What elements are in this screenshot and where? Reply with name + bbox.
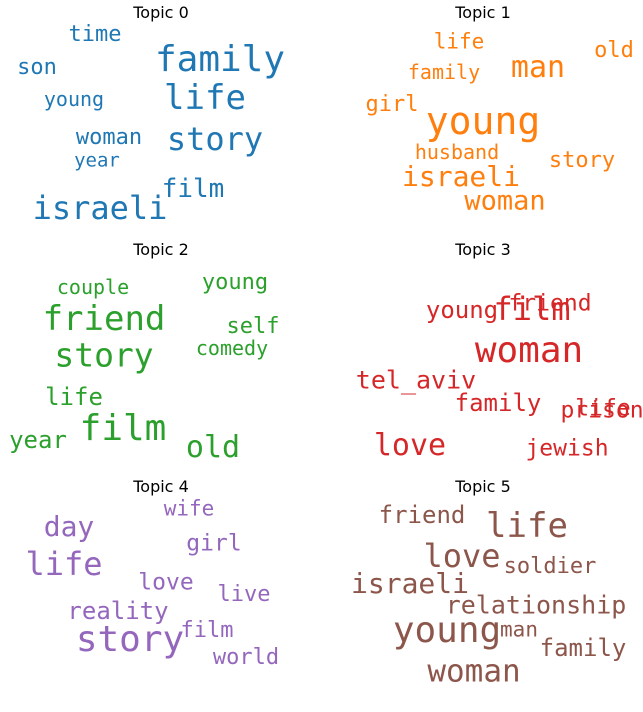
word-film: film xyxy=(493,290,571,328)
word-woman: woman xyxy=(464,185,546,217)
word-family: family xyxy=(407,60,481,84)
word-family: family xyxy=(154,39,286,80)
topic-title: Topic 1 xyxy=(455,3,511,22)
word-old: old xyxy=(594,38,634,63)
word-girl: girl xyxy=(186,530,242,557)
word-man: man xyxy=(500,617,538,642)
word-israeli: israeli xyxy=(350,567,470,600)
word-young: young xyxy=(425,296,499,324)
topic-panel-0: Topic 0 family life story israeli film time so… xyxy=(0,0,322,237)
word-man: man xyxy=(510,50,566,85)
word-live: live xyxy=(217,582,271,607)
word-life: life xyxy=(575,395,631,422)
word-friend: friend xyxy=(378,501,466,529)
word-world: world xyxy=(212,645,280,670)
word-friend: friend xyxy=(42,299,166,339)
topic-panel-1: Topic 1 young man israeli woman old story girl… xyxy=(322,0,643,237)
word-life: life xyxy=(433,29,485,54)
word-story: story xyxy=(54,335,154,375)
word-jewish: jewish xyxy=(525,435,609,462)
word-film: film xyxy=(79,408,167,449)
word-life: life xyxy=(486,506,568,546)
word-story: story xyxy=(166,120,264,158)
word-love: love xyxy=(373,428,447,463)
word-relationship: relationship xyxy=(445,590,627,620)
word-family: family xyxy=(454,389,542,417)
word-year: year xyxy=(74,149,120,172)
word-prison: prison xyxy=(560,397,643,424)
word-young: young xyxy=(392,610,502,651)
word-woman: woman xyxy=(427,653,521,690)
topic-panel-4: Topic 4 story life day reality girl love live w… xyxy=(0,474,322,711)
topic-panel-3: Topic 3 woman film love tel_aviv young family… xyxy=(322,237,643,474)
word-story: story xyxy=(75,619,185,660)
word-woman: woman xyxy=(474,330,584,371)
word-love: love xyxy=(423,537,501,575)
word-comedy: comedy xyxy=(195,336,269,360)
word-life: life xyxy=(45,383,103,411)
word-young: young xyxy=(425,99,541,143)
word-israeli: israeli xyxy=(401,160,521,193)
word-life: life xyxy=(25,545,103,583)
topic-title: Topic 5 xyxy=(455,477,511,496)
word-story: story xyxy=(548,148,616,173)
word-life: life xyxy=(164,78,246,118)
topic-panel-2: Topic 2 film friend story old year life young s… xyxy=(0,237,322,474)
word-couple: couple xyxy=(56,275,130,299)
word-woman: woman xyxy=(75,125,143,150)
word-soldier: soldier xyxy=(503,554,597,579)
topic-title: Topic 0 xyxy=(133,3,189,22)
word-young: young xyxy=(43,87,105,111)
topic-panel-5: Topic 5 young life love woman israeli relatio… xyxy=(322,474,643,711)
word-time: time xyxy=(68,22,122,47)
word-year: year xyxy=(9,426,67,454)
word-young: young xyxy=(201,270,269,295)
word-old: old xyxy=(185,430,241,465)
topic-title: Topic 4 xyxy=(133,477,189,496)
word-film: film xyxy=(161,174,225,204)
word-reality: reality xyxy=(67,597,169,625)
word-girl: girl xyxy=(365,92,419,117)
word-film: film xyxy=(180,618,234,643)
topic-title: Topic 2 xyxy=(133,240,189,259)
word-friend: friend xyxy=(508,290,592,317)
word-tel-aviv: tel_aviv xyxy=(355,365,477,395)
word-self: self xyxy=(226,314,280,339)
word-husband: husband xyxy=(414,140,500,164)
word-love: love xyxy=(138,569,194,596)
word-family: family xyxy=(539,634,627,662)
word-day: day xyxy=(43,510,95,543)
topic-title: Topic 3 xyxy=(455,240,511,259)
word-wife: wife xyxy=(163,496,215,521)
word-son: son xyxy=(17,55,57,80)
word-israeli: israeli xyxy=(32,189,168,227)
